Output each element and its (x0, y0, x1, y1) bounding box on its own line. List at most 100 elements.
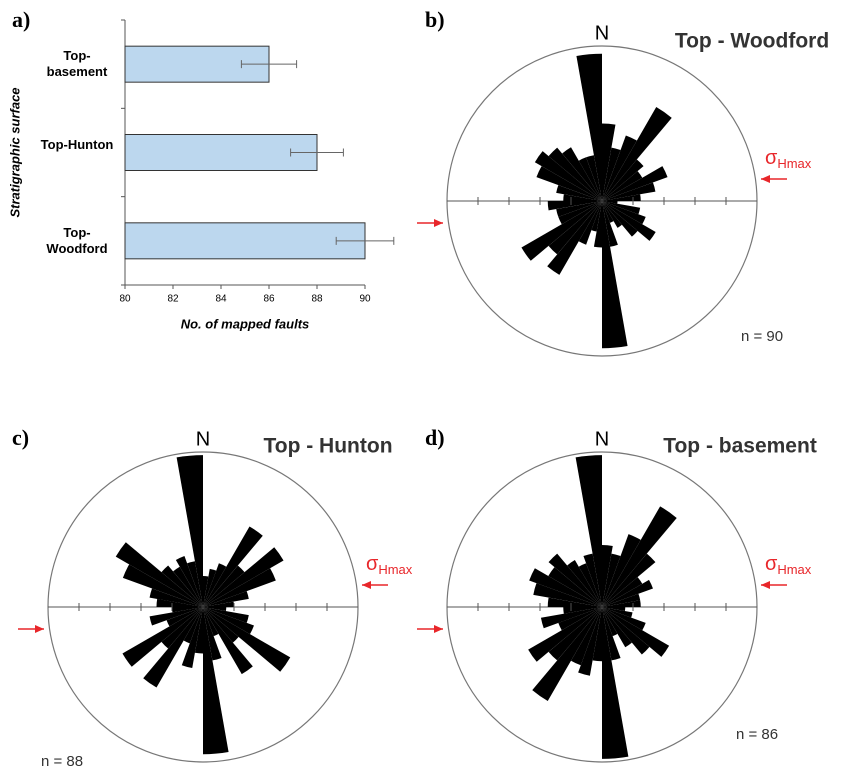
petal (149, 588, 203, 607)
petal (203, 591, 249, 607)
x-tick-label: 86 (263, 294, 275, 305)
arrow-head (434, 219, 443, 227)
y-tick-label: Top-Hunton (40, 136, 114, 152)
y-tick-label: Top-basement (46, 48, 108, 80)
petal (602, 201, 622, 228)
petal (562, 147, 602, 201)
petal (548, 147, 602, 201)
petal (203, 607, 254, 635)
petal (602, 545, 613, 607)
petal (602, 607, 670, 657)
petal (576, 53, 602, 201)
rose-title: Top - Woodford (675, 30, 829, 53)
petal (540, 607, 602, 629)
petal (602, 607, 618, 637)
error-bar (335, 236, 395, 245)
arrow-head (362, 581, 371, 589)
panel-label: c) (12, 425, 29, 450)
petal (558, 607, 602, 631)
petal (602, 607, 632, 648)
x-tick-label: 80 (119, 294, 131, 305)
petal (521, 201, 602, 261)
petal (602, 607, 621, 661)
stress-symbol: σ (366, 553, 379, 575)
petal (528, 607, 602, 662)
petal (122, 607, 203, 667)
y-tick-label: Top-Woodford (46, 224, 108, 256)
petal (578, 563, 602, 607)
petal (602, 593, 641, 607)
petal (602, 107, 672, 201)
petal (533, 583, 602, 607)
petal (203, 607, 227, 612)
petal (529, 568, 602, 607)
petal (602, 579, 653, 607)
stress-subscript: Hmax (777, 562, 811, 577)
petal (602, 600, 641, 607)
petal (602, 201, 641, 215)
petal (534, 151, 602, 201)
petal (602, 201, 618, 247)
petal (602, 123, 616, 201)
petal (602, 577, 643, 607)
x-tick-label: 90 (359, 294, 371, 305)
petal (203, 576, 209, 607)
arrow-head (761, 581, 770, 589)
petal (602, 171, 643, 201)
petal (203, 607, 291, 672)
petal (563, 194, 602, 201)
petal (602, 201, 618, 204)
petal (556, 201, 602, 217)
petal (187, 561, 203, 607)
petal (181, 607, 203, 669)
petal (558, 201, 602, 225)
petal (203, 607, 239, 643)
stress-label: σHmax (765, 147, 812, 171)
rose-title: Top - basement (663, 435, 817, 458)
panel-label: b) (425, 7, 445, 32)
petal (578, 201, 602, 245)
petal (547, 201, 602, 275)
sample-size: n = 88 (41, 753, 83, 770)
petal (575, 455, 602, 607)
petal (548, 607, 602, 661)
sample-size: n = 86 (736, 726, 778, 743)
arrow-head (35, 625, 44, 633)
petal (203, 547, 284, 607)
x-tick-label: 84 (215, 294, 227, 305)
bar (124, 222, 366, 260)
north-label: N (595, 428, 609, 450)
petal (548, 201, 602, 255)
petal (563, 607, 602, 614)
petal (602, 607, 626, 612)
petal (578, 157, 602, 201)
petal (571, 607, 602, 666)
petal (183, 607, 203, 644)
x-axis-label: No. of mapped faults (181, 316, 310, 331)
petal (602, 182, 656, 201)
petal (166, 607, 203, 627)
petal (532, 607, 602, 701)
petal (547, 597, 602, 607)
petal (122, 564, 203, 607)
petal (203, 526, 263, 607)
rose-title: Top - Hunton (263, 435, 392, 458)
petal (578, 607, 602, 676)
x-tick-label: 82 (167, 294, 179, 305)
petal (602, 201, 656, 241)
petal (567, 560, 602, 607)
arrow-head (434, 625, 443, 633)
petal (176, 455, 203, 607)
petal (602, 607, 650, 655)
petal (156, 598, 203, 607)
petal (602, 201, 638, 237)
petal (194, 607, 203, 654)
bar (124, 134, 318, 171)
petal (602, 166, 668, 201)
petal (143, 607, 203, 688)
petal (175, 556, 203, 607)
petal (161, 607, 203, 649)
stress-subscript: Hmax (378, 562, 412, 577)
